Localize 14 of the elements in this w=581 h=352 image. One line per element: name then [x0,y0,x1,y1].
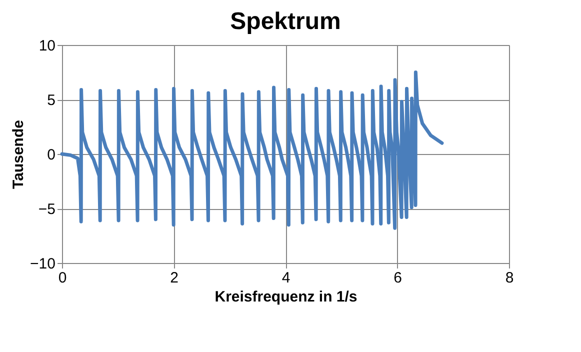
x-tick-label: 2 [170,270,178,286]
x-tick-label: 8 [505,270,514,286]
line-series [60,70,444,230]
x-tick-label: 6 [394,270,402,286]
x-tick-label: 4 [282,270,290,286]
y-axis-title: Tausende [10,120,28,189]
y-tick-label: 10 [38,38,56,54]
y-tick-label: 0 [47,146,56,164]
y-tick-label: −10 [30,256,56,272]
y-tick-label: 5 [47,92,56,109]
x-axis-title: Kreisfrequenz in 1/s [214,288,358,306]
y-tick-label: −5 [38,201,56,218]
chart-title: Spektrum [230,8,341,35]
x-tick-label: 0 [58,270,67,286]
